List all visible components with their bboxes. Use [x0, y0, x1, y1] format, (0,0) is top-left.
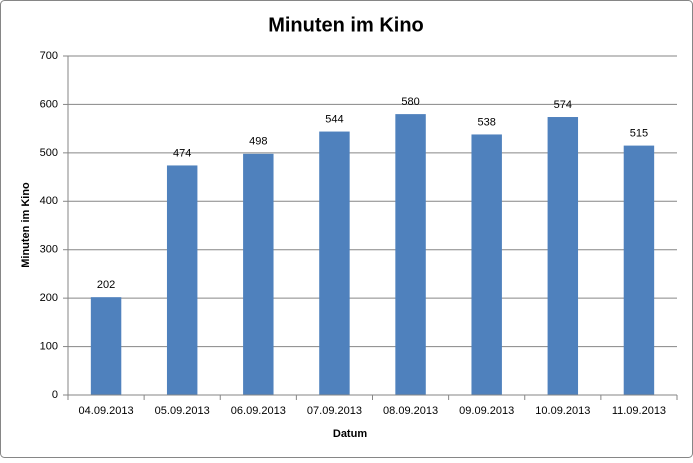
data-label: 574 — [554, 99, 572, 111]
bar — [90, 297, 122, 395]
bar — [623, 145, 655, 395]
data-label: 538 — [478, 116, 496, 128]
x-tick-label: 10.09.2013 — [535, 405, 590, 417]
x-tick-label: 11.09.2013 — [612, 405, 666, 417]
data-label: 474 — [173, 147, 191, 159]
bar — [243, 153, 274, 395]
y-tick-label: 500 — [40, 147, 58, 159]
x-tick-label: 05.09.2013 — [155, 405, 210, 417]
data-label: 498 — [249, 136, 267, 148]
x-tick-label: 06.09.2013 — [231, 405, 286, 417]
y-tick-label: 300 — [40, 244, 58, 256]
x-tick-label: 09.09.2013 — [459, 405, 514, 417]
y-tick-label: 600 — [40, 98, 58, 110]
bar — [395, 114, 426, 395]
bar — [319, 131, 350, 395]
y-axis-title: Minuten im Kino — [20, 182, 32, 268]
bar — [166, 165, 198, 395]
data-label: 580 — [401, 96, 419, 108]
data-label: 544 — [325, 113, 343, 125]
x-axis-title: Datum — [333, 428, 367, 440]
y-tick-label: 200 — [40, 292, 58, 304]
y-tick-label: 100 — [40, 340, 58, 352]
bar — [547, 117, 579, 396]
y-tick-label: 0 — [52, 389, 58, 401]
chart-title: Minuten im Kino — [268, 14, 424, 36]
data-label: 202 — [97, 279, 115, 291]
bar — [471, 134, 502, 395]
data-label: 515 — [630, 127, 648, 139]
x-tick-label: 04.09.2013 — [79, 405, 134, 417]
x-tick-label: 08.09.2013 — [383, 405, 438, 417]
x-tick-label: 07.09.2013 — [307, 405, 362, 417]
y-tick-label: 700 — [40, 50, 58, 62]
y-tick-label: 400 — [40, 195, 58, 207]
